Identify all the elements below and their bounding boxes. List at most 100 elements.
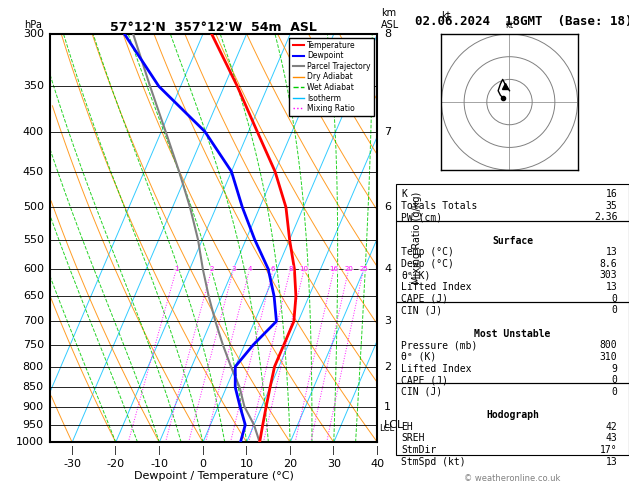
Text: 8: 8 — [384, 29, 391, 39]
Text: 02.06.2024  18GMT  (Base: 18): 02.06.2024 18GMT (Base: 18) — [415, 15, 629, 28]
Text: LCL: LCL — [384, 420, 404, 430]
Text: 950: 950 — [23, 420, 44, 430]
Text: 42: 42 — [606, 422, 617, 432]
Text: Most Unstable: Most Unstable — [474, 329, 551, 339]
Text: 1: 1 — [174, 266, 179, 272]
Text: km
ASL: km ASL — [381, 8, 399, 30]
Text: 13: 13 — [606, 247, 617, 257]
Text: LCL: LCL — [379, 424, 395, 433]
Text: CIN (J): CIN (J) — [401, 387, 442, 397]
Text: 1000: 1000 — [16, 437, 44, 447]
Text: 310: 310 — [599, 352, 617, 362]
Bar — [396, 302, 629, 383]
Text: 800: 800 — [23, 362, 44, 372]
Text: 550: 550 — [23, 235, 44, 244]
Text: 8.6: 8.6 — [599, 259, 617, 269]
Text: 25: 25 — [359, 266, 368, 272]
Text: |: | — [332, 447, 335, 455]
Text: 450: 450 — [23, 167, 44, 176]
Text: 900: 900 — [23, 401, 44, 412]
Text: 300: 300 — [23, 29, 44, 39]
Text: |: | — [158, 447, 161, 455]
Text: 0: 0 — [611, 294, 617, 304]
Text: CIN (J): CIN (J) — [401, 305, 442, 315]
Title: 57°12'N  357°12'W  54m  ASL: 57°12'N 357°12'W 54m ASL — [111, 21, 317, 34]
Text: StmDir: StmDir — [401, 445, 436, 455]
Text: Lifted Index: Lifted Index — [401, 364, 471, 374]
Text: 20: 20 — [283, 459, 298, 469]
Text: 750: 750 — [23, 340, 44, 350]
Text: 600: 600 — [23, 264, 44, 274]
Text: kt: kt — [442, 11, 451, 21]
Text: 850: 850 — [23, 382, 44, 392]
Text: 400: 400 — [23, 126, 44, 137]
Text: θᵉ (K): θᵉ (K) — [401, 352, 436, 362]
Text: 35: 35 — [606, 201, 617, 210]
Text: 30: 30 — [327, 459, 341, 469]
Bar — [396, 184, 629, 221]
Text: 43: 43 — [606, 434, 617, 443]
Text: 8: 8 — [288, 266, 292, 272]
Text: 13: 13 — [606, 457, 617, 467]
Text: 7: 7 — [384, 126, 391, 137]
Text: 4: 4 — [247, 266, 252, 272]
Text: 700: 700 — [23, 316, 44, 326]
Text: 0: 0 — [611, 375, 617, 385]
Text: 2: 2 — [384, 362, 391, 372]
Text: Lifted Index: Lifted Index — [401, 282, 471, 292]
Text: |: | — [289, 447, 292, 455]
Text: 10: 10 — [240, 459, 253, 469]
Bar — [396, 221, 629, 302]
Bar — [396, 383, 629, 455]
Text: 1: 1 — [384, 401, 391, 412]
Text: StmSpd (kt): StmSpd (kt) — [401, 457, 465, 467]
Text: SREH: SREH — [401, 434, 425, 443]
Text: 17°: 17° — [599, 445, 617, 455]
Text: 3: 3 — [231, 266, 236, 272]
Legend: Temperature, Dewpoint, Parcel Trajectory, Dry Adiabat, Wet Adiabat, Isotherm, Mi: Temperature, Dewpoint, Parcel Trajectory… — [289, 38, 374, 116]
Text: EH: EH — [401, 422, 413, 432]
Text: 16: 16 — [606, 189, 617, 199]
Text: 650: 650 — [23, 291, 44, 301]
Text: θᵉ(K): θᵉ(K) — [401, 270, 430, 280]
Text: -10: -10 — [150, 459, 169, 469]
Text: Totals Totals: Totals Totals — [401, 201, 477, 210]
Text: |: | — [114, 447, 117, 455]
Text: 350: 350 — [23, 81, 44, 91]
Text: 500: 500 — [23, 202, 44, 212]
Text: 20: 20 — [344, 266, 353, 272]
Text: Dewp (°C): Dewp (°C) — [401, 259, 454, 269]
Text: |: | — [245, 447, 248, 455]
Text: 800: 800 — [599, 340, 617, 350]
Text: Temp (°C): Temp (°C) — [401, 247, 454, 257]
Text: hPa: hPa — [24, 20, 42, 30]
Text: 4: 4 — [384, 264, 391, 274]
Text: 6: 6 — [271, 266, 276, 272]
Text: |: | — [201, 447, 204, 455]
Text: -30: -30 — [63, 459, 81, 469]
Text: 2: 2 — [209, 266, 214, 272]
X-axis label: kt: kt — [506, 21, 513, 31]
Text: K: K — [401, 189, 407, 199]
Text: |: | — [376, 447, 379, 455]
Text: Dewpoint / Temperature (°C): Dewpoint / Temperature (°C) — [134, 471, 294, 481]
Text: Hodograph: Hodograph — [486, 410, 539, 420]
Text: CAPE (J): CAPE (J) — [401, 294, 448, 304]
Text: |: | — [70, 447, 74, 455]
Text: 0: 0 — [611, 387, 617, 397]
Text: -20: -20 — [107, 459, 125, 469]
Text: 13: 13 — [606, 282, 617, 292]
Text: 6: 6 — [384, 202, 391, 212]
Text: 3: 3 — [384, 316, 391, 326]
Text: 303: 303 — [599, 270, 617, 280]
Text: PW (cm): PW (cm) — [401, 212, 442, 222]
Text: 10: 10 — [299, 266, 309, 272]
Text: 0: 0 — [611, 305, 617, 315]
Text: 0: 0 — [199, 459, 206, 469]
Text: 16: 16 — [330, 266, 338, 272]
Text: Mixing Ratio (g/kg): Mixing Ratio (g/kg) — [411, 192, 421, 284]
Text: 9: 9 — [611, 364, 617, 374]
Text: Surface: Surface — [492, 236, 533, 245]
Text: 2.36: 2.36 — [594, 212, 617, 222]
Text: 40: 40 — [370, 459, 384, 469]
